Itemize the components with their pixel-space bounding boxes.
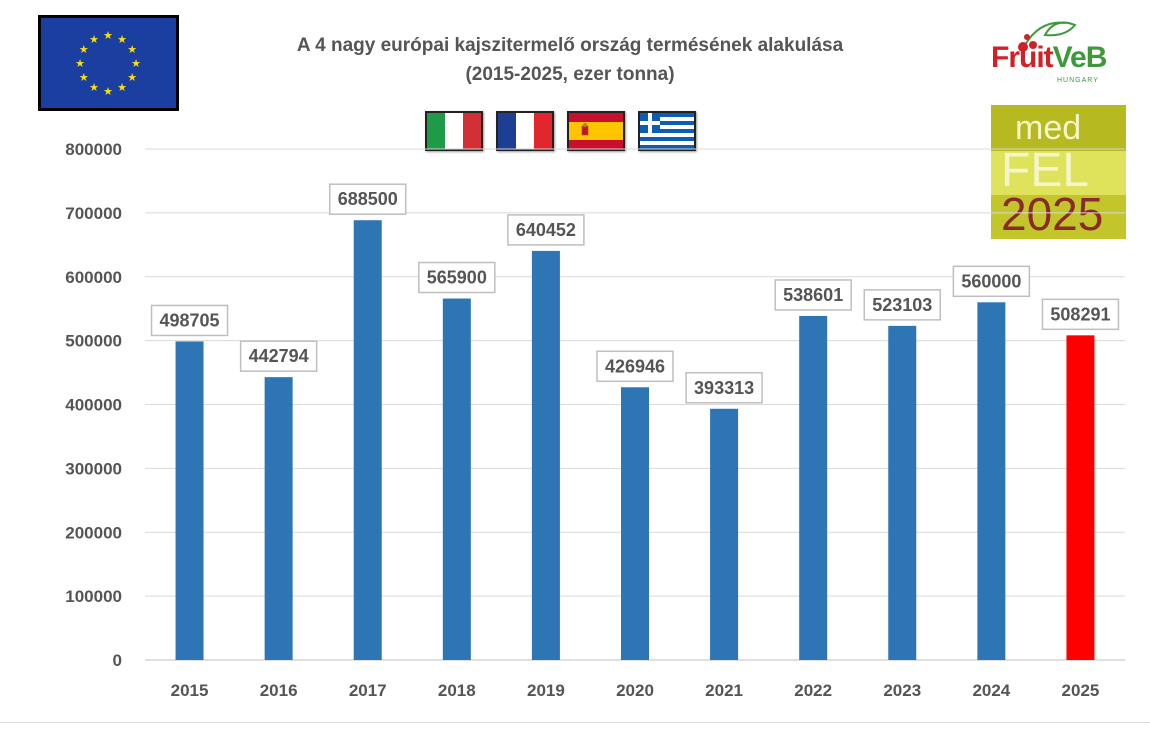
- x-tick-label: 2022: [794, 681, 832, 700]
- data-label-2020: 426946: [596, 350, 674, 383]
- data-label-2021: 393313: [685, 372, 763, 404]
- fruitveb-word-a: Fruit: [991, 41, 1054, 74]
- y-tick-label: 0: [113, 651, 122, 670]
- bar-2024: [977, 302, 1006, 660]
- data-label-2023: 523103: [863, 289, 942, 321]
- medfel-fel: FEL: [1001, 144, 1090, 197]
- france-flag-icon: [496, 111, 554, 151]
- x-tick-label: 2018: [438, 681, 476, 700]
- chart-subtitle: (2015-2025, ezer tonna): [465, 64, 675, 85]
- medfel-year: 2025: [1001, 188, 1104, 239]
- data-label-text: 523103: [872, 295, 932, 315]
- fruitveb-word-b: VeB: [1052, 41, 1108, 74]
- eu-star-icon: ★: [79, 72, 89, 84]
- data-label-2024: 560000: [952, 265, 1031, 298]
- fruitveb-logo: FruitVeB HUNGARY: [985, 15, 1120, 90]
- x-tick-label: 2020: [616, 681, 654, 700]
- y-tick-label: 300000: [65, 459, 122, 478]
- bar-2025: [1066, 335, 1095, 660]
- x-tick-label: 2024: [972, 681, 1010, 700]
- bar-2021: [710, 408, 739, 660]
- bar-2019: [531, 250, 560, 660]
- x-tick-label: 2021: [705, 681, 743, 700]
- chart-title: A 4 nagy európai kajszitermelő ország te…: [296, 35, 844, 56]
- bar-2016: [264, 377, 293, 660]
- bar-2023: [888, 325, 917, 660]
- eu-star-icon: ★: [131, 58, 141, 70]
- eu-star-icon: ★: [117, 34, 127, 46]
- x-tick-label: 2015: [171, 681, 209, 700]
- x-tick-label: 2019: [527, 681, 565, 700]
- eu-star-icon: ★: [127, 72, 137, 84]
- eu-star-icon: ★: [89, 34, 99, 46]
- bar-2017: [353, 220, 382, 660]
- data-label-text: 560000: [961, 271, 1021, 291]
- eu-star-icon: ★: [103, 86, 113, 98]
- eu-star-icon: ★: [79, 44, 89, 56]
- bar-2018: [442, 298, 471, 660]
- data-label-2019: 640452: [507, 214, 585, 246]
- bar-2015: [175, 341, 204, 660]
- y-tick-label: 600000: [65, 268, 122, 287]
- data-label-text: 640452: [516, 220, 576, 240]
- spain-flag-icon: [567, 111, 625, 151]
- data-label-2022: 538601: [774, 279, 852, 311]
- eu-star-icon: ★: [75, 58, 85, 70]
- fruitveb-sub: HUNGARY: [1057, 77, 1099, 84]
- data-label-text: 688500: [338, 189, 398, 209]
- y-tick-label: 100000: [65, 587, 122, 606]
- x-tick-label: 2025: [1062, 681, 1100, 700]
- y-tick-label: 200000: [65, 523, 122, 542]
- x-tick-label: 2016: [260, 681, 298, 700]
- eu-star-icon: ★: [127, 44, 137, 56]
- x-tick-label: 2017: [349, 681, 387, 700]
- data-label-text: 538601: [783, 285, 843, 305]
- y-tick-label: 800000: [65, 140, 122, 159]
- data-label-text: 508291: [1050, 304, 1110, 324]
- x-tick-label: 2023: [883, 681, 921, 700]
- data-label-text: 498705: [160, 310, 220, 330]
- bottom-divider: [0, 722, 1150, 723]
- eu-flag-icon: ★ ★ ★ ★ ★ ★ ★ ★ ★ ★ ★ ★: [38, 15, 179, 111]
- y-tick-label: 700000: [65, 204, 122, 223]
- medfel-med: med: [1015, 109, 1082, 147]
- data-label-2025: 508291: [1041, 298, 1120, 331]
- data-label-2018: 565900: [418, 261, 496, 294]
- bar-2020: [621, 387, 649, 660]
- data-label-2017: 688500: [328, 183, 407, 215]
- data-label-text: 565900: [427, 268, 487, 288]
- eu-star-icon: ★: [89, 82, 99, 94]
- greece-flag-icon: [638, 111, 696, 151]
- data-label-text: 393313: [694, 378, 754, 398]
- data-label-2016: 442794: [239, 340, 318, 372]
- bar-2022: [799, 315, 828, 660]
- italy-flag-icon: [425, 111, 483, 151]
- eu-star-icon: ★: [117, 82, 127, 94]
- data-label-2015: 498705: [150, 304, 229, 337]
- data-label-text: 426946: [605, 356, 665, 376]
- medfel-logo: med FEL 2025: [991, 105, 1126, 239]
- data-label-text: 442794: [249, 346, 309, 366]
- y-tick-label: 500000: [65, 332, 122, 351]
- y-tick-label: 400000: [65, 396, 122, 415]
- eu-star-icon: ★: [103, 30, 113, 42]
